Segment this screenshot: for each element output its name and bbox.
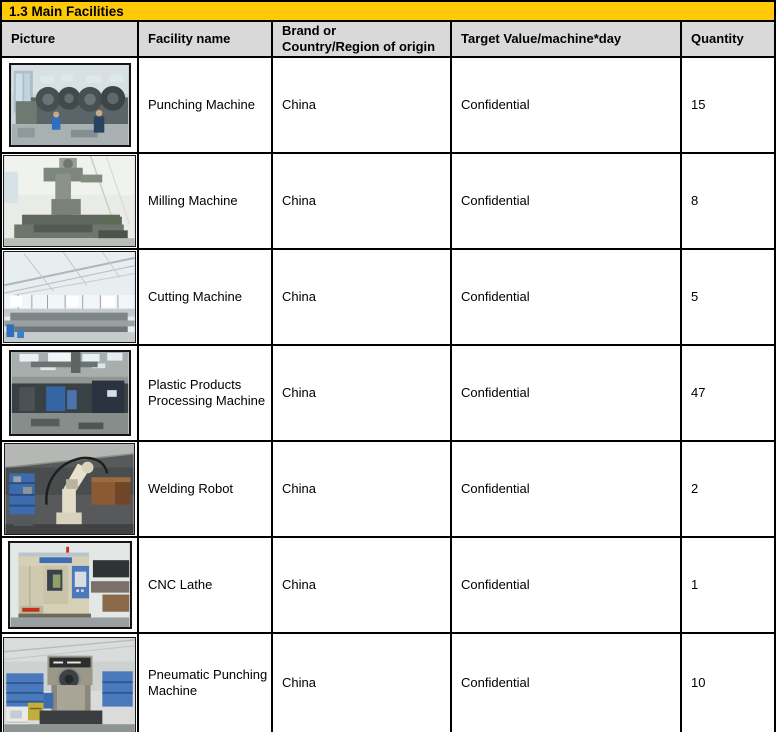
origin: China <box>273 346 452 440</box>
picture-cell <box>2 442 139 536</box>
photo-punching-machine <box>8 63 131 147</box>
table-row: Pneumatic Punching Machine China Confide… <box>2 634 774 732</box>
table-row: Punching Machine China Confidential 15 <box>2 58 774 154</box>
quantity: 8 <box>691 193 699 208</box>
photo-pneumatic-punching-machine <box>3 637 136 732</box>
photo-plastic-processing-machine <box>8 350 131 436</box>
table-row: Cutting Machine China Confidential 5 <box>2 250 774 346</box>
facility-name: Plastic Products Processing Machine <box>139 346 273 440</box>
header-facility-name: Facility name <box>139 22 273 56</box>
target-value: Confidential <box>452 538 682 632</box>
picture-cell <box>2 538 139 632</box>
quantity: 2 <box>691 481 699 496</box>
quantity: 10 <box>691 675 706 690</box>
target-value: Confidential <box>452 250 682 344</box>
picture-cell <box>2 250 139 344</box>
picture-cell <box>2 58 139 152</box>
photo-milling-machine <box>3 155 136 247</box>
facility-name: Pneumatic Punching Machine <box>139 634 273 732</box>
photo-welding-robot <box>4 443 135 535</box>
photo-cnc-lathe <box>7 541 132 629</box>
facility-name: Punching Machine <box>139 58 273 152</box>
target-value: Confidential <box>452 154 682 248</box>
picture-cell <box>2 154 139 248</box>
quantity: 5 <box>691 289 699 304</box>
table-header-row: Picture Facility name Brand or Country/R… <box>2 22 774 58</box>
section-title-bar: 1.3 Main Facilities <box>0 0 776 22</box>
quantity: 47 <box>691 385 706 400</box>
facility-name: Milling Machine <box>139 154 273 248</box>
target-value: Confidential <box>452 58 682 152</box>
target-value: Confidential <box>452 346 682 440</box>
header-quantity: Quantity <box>691 31 744 46</box>
table-row: Welding Robot China Confidential 2 <box>2 442 774 538</box>
origin: China <box>273 58 452 152</box>
header-origin: Brand or Country/Region of origin <box>273 22 452 56</box>
facility-name: Welding Robot <box>139 442 273 536</box>
facility-name: CNC Lathe <box>139 538 273 632</box>
quantity: 1 <box>691 577 699 592</box>
table-row: CNC Lathe China Confidential 1 <box>2 538 774 634</box>
facilities-table: Picture Facility name Brand or Country/R… <box>0 22 776 732</box>
table-row: Plastic Products Processing Machine Chin… <box>2 346 774 442</box>
origin: China <box>273 538 452 632</box>
origin: China <box>273 442 452 536</box>
facility-name: Cutting Machine <box>139 250 273 344</box>
picture-cell <box>2 346 139 440</box>
target-value: Confidential <box>452 634 682 732</box>
origin: China <box>273 154 452 248</box>
header-picture: Picture <box>2 22 139 56</box>
picture-cell <box>2 634 139 732</box>
photo-cutting-machine-hall <box>3 251 136 343</box>
section-title: 1.3 Main Facilities <box>9 3 124 19</box>
table-row: Milling Machine China Confidential 8 <box>2 154 774 250</box>
target-value: Confidential <box>452 442 682 536</box>
origin: China <box>273 634 452 732</box>
header-target-value: Target Value/machine*day <box>452 22 682 56</box>
quantity: 15 <box>691 97 706 112</box>
origin: China <box>273 250 452 344</box>
